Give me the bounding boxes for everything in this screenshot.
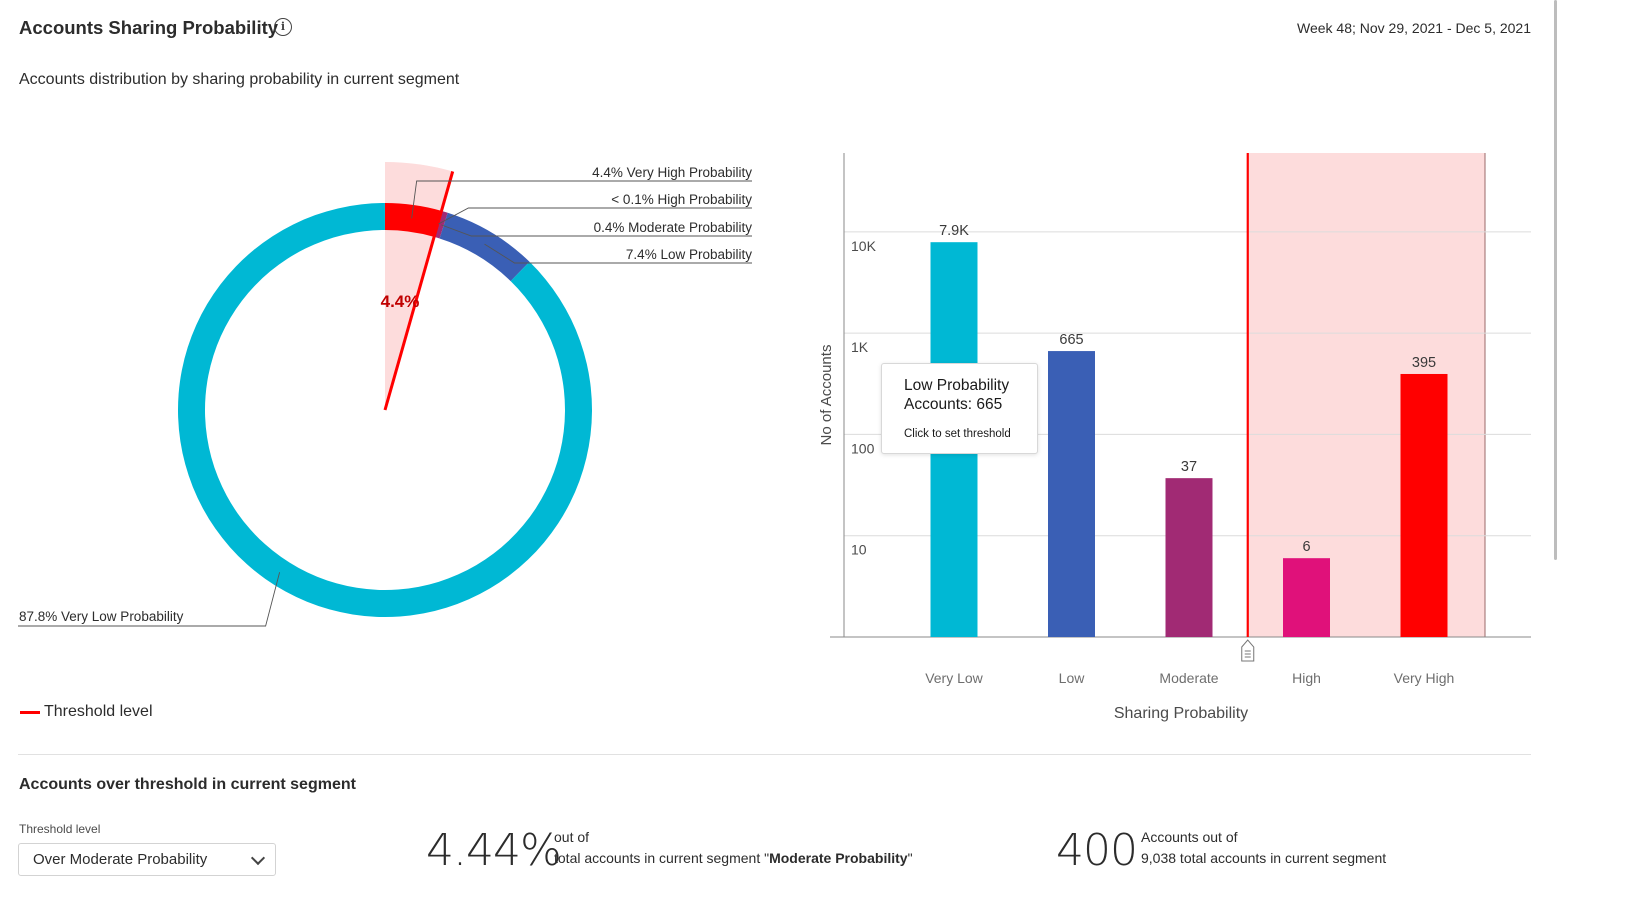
percent-over-threshold: 4.44% [426,825,562,876]
page-title: Accounts Sharing Probability [19,17,279,38]
callout-leader-very-high [411,180,752,219]
callout-leader-high [438,207,752,225]
bar-chart: 10 100 1K 10K 7.9K Very Low 665 Low 37 Moderate 6 H… [818,153,1531,722]
y-tick-label: 1K [851,339,869,355]
bar-moderate [1165,478,1213,637]
tooltip-title: Low Probability [904,377,1010,394]
callout-leader-very-low [18,572,281,627]
callout-label-very-low: 87.8% Very Low Probability [19,609,184,624]
donut-slice-very-high [385,203,442,237]
percent-description: total accounts in current segment "Moder… [554,850,913,866]
percent-desc-segment: Moderate Probability [769,850,908,866]
callout-leader-low [484,243,752,264]
bar-low [1048,351,1095,637]
bar-value-label: 7.9K [939,223,969,239]
x-tick-label: Very Low [925,670,983,686]
callout-label-moderate: 0.4% Moderate Probability [594,220,753,235]
bar-value-label: 6 [1302,539,1310,555]
y-tick-label: 10 [851,542,867,558]
accounts-over-threshold: 400 [1056,825,1138,876]
y-tick-label: 100 [851,440,875,456]
vertical-scrollbar[interactable] [1554,0,1557,560]
percent-desc-prefix: total accounts in current segment " [554,850,770,866]
donut-slice-low [439,212,530,282]
threshold-legend-label: Threshold level [44,703,153,720]
threshold-legend: Threshold level [20,703,153,721]
x-tick-label: Low [1059,670,1086,686]
chart-subtitle: Accounts distribution by sharing probabi… [19,71,460,88]
bar-value-label: 37 [1181,459,1197,475]
y-axis-title: No of Accounts [818,345,835,446]
tooltip-hint: Click to set threshold [904,428,1011,440]
donut-chart: 4.4% 4.4% Very High Probability < 0.1% Hig… [18,162,753,627]
percent-out-of-label: out of [554,829,590,845]
callout-leader-moderate [441,224,752,237]
count-label-line2: 9,038 total accounts in current segment [1141,850,1387,866]
bar-high [1283,558,1330,637]
callout-label-high: < 0.1% High Probability [611,192,752,207]
count-label-line1: Accounts out of [1141,829,1238,845]
threshold-line [383,171,455,411]
drag-handle-icon[interactable] [1241,639,1255,662]
bar-tooltip: Low Probability Accounts: 665 Click to s… [881,363,1038,454]
date-range: Week 48; Nov 29, 2021 - Dec 5, 2021 [1297,20,1531,36]
section-divider [18,754,1531,755]
bar-value-label: 395 [1412,355,1436,371]
x-tick-label: Very High [1394,670,1455,686]
tooltip-count: Accounts: 665 [904,396,1003,413]
threshold-level-value: Over Moderate Probability [33,851,208,868]
x-tick-label: High [1292,670,1321,686]
threshold-level-dropdown[interactable]: Over Moderate Probability [18,843,276,876]
threshold-line-swatch [20,710,40,714]
summary-title: Accounts over threshold in current segme… [19,776,356,793]
chevron-down-icon [250,850,266,865]
callout-label-very-high: 4.4% Very High Probability [592,165,752,180]
threshold-field-label: Threshold level [19,822,101,836]
callout-label-low: 7.4% Low Probability [626,247,752,262]
bar-value-label: 665 [1059,332,1083,348]
y-tick-label: 10K [851,238,877,254]
bar-very-high [1400,373,1448,637]
percent-desc-suffix: " [907,850,913,866]
x-axis-title: Sharing Probability [1114,705,1248,722]
x-tick-label: Moderate [1159,670,1218,686]
threshold-percent-label: 4.4% [381,292,420,311]
info-circle-icon[interactable]: i [274,18,292,36]
